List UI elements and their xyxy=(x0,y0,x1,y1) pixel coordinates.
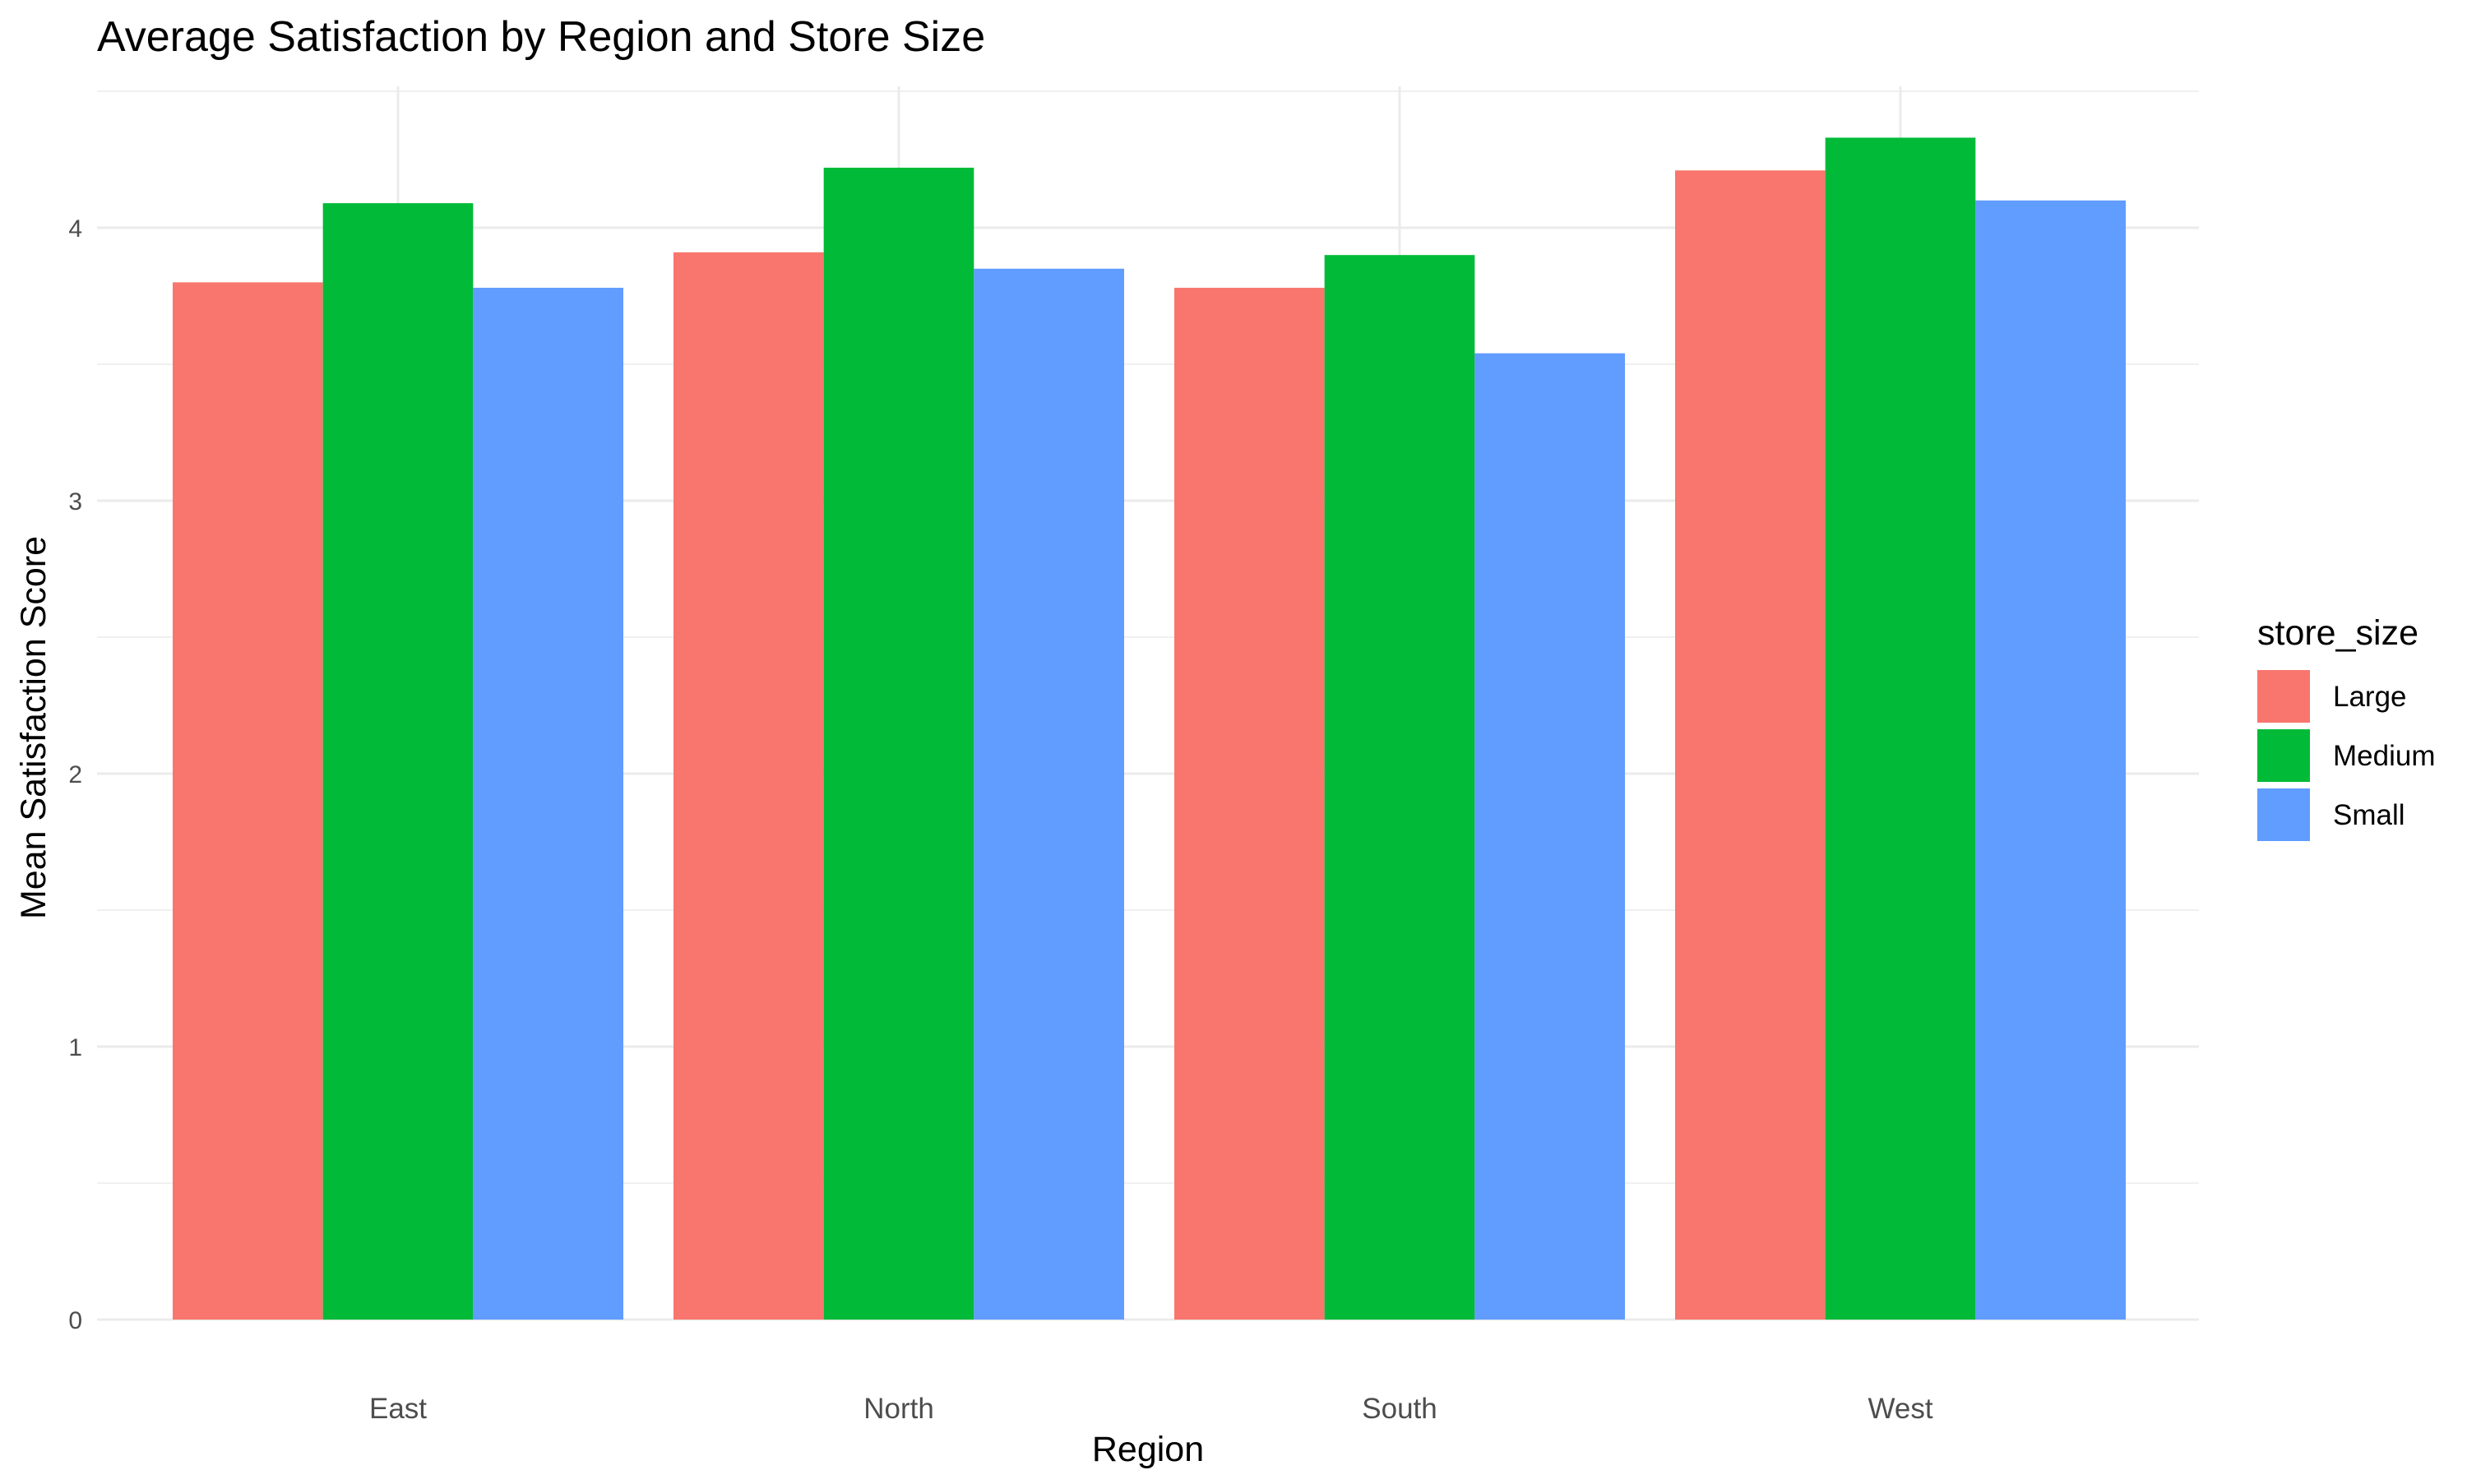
x-tick-label: West xyxy=(1868,1393,1932,1425)
bar-south-medium xyxy=(1324,255,1475,1320)
bar-west-small xyxy=(1975,200,2126,1320)
legend: store_size Large Medium Small xyxy=(2257,613,2435,841)
bar-south-small xyxy=(1474,353,1625,1320)
x-axis-tick-labels: East North South West xyxy=(369,1393,1933,1425)
bar-south-large xyxy=(1174,288,1325,1320)
legend-label-large: Large xyxy=(2333,681,2407,713)
y-tick-label: 1 xyxy=(68,1034,82,1061)
y-tick-label: 4 xyxy=(68,215,82,243)
legend-key-small xyxy=(2257,788,2310,841)
chart-title: Average Satisfaction by Region and Store… xyxy=(97,13,985,61)
bar-west-medium xyxy=(1825,137,1976,1320)
legend-label-medium: Medium xyxy=(2333,740,2435,772)
bar-west-large xyxy=(1675,170,1826,1320)
y-tick-label: 3 xyxy=(68,488,82,515)
legend-key-large xyxy=(2257,670,2310,723)
bar-east-large xyxy=(173,282,323,1320)
bar-north-small xyxy=(974,268,1124,1320)
bar-north-medium xyxy=(823,167,974,1320)
x-axis-title: Region xyxy=(1092,1430,1204,1469)
bar-east-medium xyxy=(322,203,474,1320)
y-tick-label: 2 xyxy=(68,761,82,788)
legend-label-small: Small xyxy=(2333,799,2405,831)
y-axis-tick-labels: 0 1 2 3 4 xyxy=(68,215,82,1334)
legend-items: Large Medium Small xyxy=(2257,670,2435,841)
bar-east-small xyxy=(473,288,623,1320)
y-axis-title: Mean Satisfaction Score xyxy=(14,536,53,919)
bars xyxy=(173,137,2126,1320)
x-tick-label: South xyxy=(1362,1393,1437,1425)
x-tick-label: East xyxy=(369,1393,427,1425)
y-tick-label: 0 xyxy=(68,1307,82,1334)
x-tick-label: North xyxy=(863,1393,934,1425)
legend-title: store_size xyxy=(2257,613,2418,653)
bar-north-large xyxy=(673,252,824,1320)
legend-key-medium xyxy=(2257,729,2310,782)
